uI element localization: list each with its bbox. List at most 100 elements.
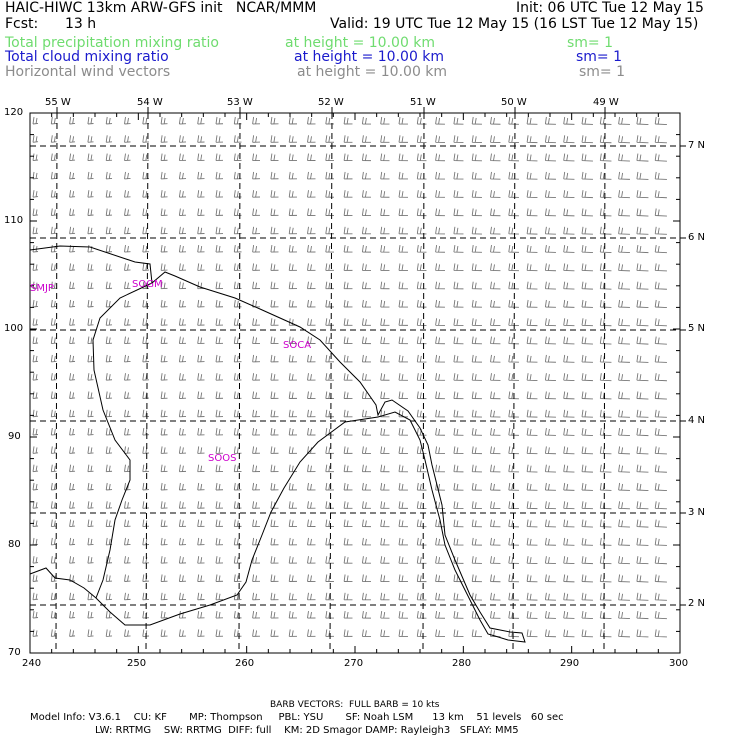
wind-barb xyxy=(636,629,649,638)
wind-barb xyxy=(599,611,612,620)
wind-barb xyxy=(361,116,371,125)
wind-barb xyxy=(105,190,113,198)
wind-barb xyxy=(252,464,261,473)
wind-barb xyxy=(124,409,131,418)
wind-barb xyxy=(87,245,94,253)
wind-barb xyxy=(618,611,630,620)
wind-barb xyxy=(87,629,94,637)
wind-barb xyxy=(343,354,353,363)
wind-barb xyxy=(471,428,482,436)
wind-barb xyxy=(87,208,94,216)
wind-barb xyxy=(398,611,408,619)
wind-barb xyxy=(636,336,649,345)
wind-barb xyxy=(215,116,224,125)
wind-barb xyxy=(416,501,427,509)
wind-barb xyxy=(471,519,482,528)
wind-barb xyxy=(69,171,76,180)
wind-barb xyxy=(599,373,612,382)
wind-barb xyxy=(288,135,297,143)
wind-barb xyxy=(453,373,464,381)
wind-barb xyxy=(215,556,224,564)
wind-barb xyxy=(636,116,649,125)
wind-barb xyxy=(69,336,76,345)
wind-barb xyxy=(435,611,445,619)
wind-barb xyxy=(215,263,224,271)
wind-barb xyxy=(508,464,519,473)
wind-barb xyxy=(343,153,353,162)
wind-barb xyxy=(87,537,94,546)
wind-barb xyxy=(197,263,205,271)
wind-barb xyxy=(343,116,353,125)
wind-barb xyxy=(178,153,187,162)
wind-barb xyxy=(654,208,667,217)
meridian-line xyxy=(55,112,58,654)
wind-barb xyxy=(508,135,519,144)
wind-barb xyxy=(270,171,279,180)
wind-barb xyxy=(160,574,168,582)
wind-barb xyxy=(416,354,427,363)
wind-barb xyxy=(178,537,187,546)
wind-barb xyxy=(544,574,556,583)
wind-barb xyxy=(636,135,649,144)
wind-barb xyxy=(526,556,538,564)
wind-barb xyxy=(69,611,76,619)
lon-label-52w: 52 W xyxy=(318,97,344,108)
wind-barb xyxy=(508,482,519,491)
wind-barb xyxy=(526,171,538,180)
meridian-line xyxy=(145,112,149,654)
wind-barb xyxy=(32,190,39,198)
wind-barb xyxy=(215,537,224,546)
wind-barb xyxy=(544,592,556,601)
wind-barb xyxy=(398,354,408,363)
wind-barb xyxy=(69,446,76,454)
wind-barb xyxy=(178,190,187,198)
wind-barb xyxy=(178,263,187,271)
wind-barb xyxy=(215,318,224,326)
wind-barb xyxy=(325,336,334,345)
wind-barb xyxy=(636,428,649,437)
wind-barb xyxy=(252,336,261,345)
wind-barb xyxy=(453,537,464,546)
wind-barb xyxy=(544,116,556,125)
wind-barb xyxy=(636,171,649,180)
wind-barb xyxy=(197,116,205,125)
wind-barb xyxy=(435,519,445,528)
wind-barb xyxy=(581,629,593,638)
wind-barb xyxy=(343,226,353,235)
wind-barb xyxy=(581,263,593,272)
wind-barb xyxy=(87,391,94,399)
wind-barb xyxy=(526,354,538,363)
wind-barb xyxy=(32,428,39,436)
wind-barb xyxy=(416,446,427,454)
wind-barb xyxy=(215,592,224,601)
wind-barb xyxy=(160,190,168,198)
wind-barb xyxy=(325,446,334,454)
wind-barb xyxy=(87,556,94,564)
wind-barb xyxy=(124,318,131,326)
forecast-hour: 13 h xyxy=(65,16,97,32)
wind-barb xyxy=(325,318,334,326)
wind-barb xyxy=(252,116,261,125)
wind-barb xyxy=(361,208,371,216)
wind-barb xyxy=(215,464,224,473)
wind-barb xyxy=(599,135,612,144)
wind-barb xyxy=(618,153,630,162)
wind-barb xyxy=(380,519,390,528)
wind-barb xyxy=(270,318,279,326)
wind-barb xyxy=(599,226,612,235)
wind-barb xyxy=(380,245,390,253)
wind-barb xyxy=(380,556,390,564)
wind-barb xyxy=(599,482,612,491)
wind-barb xyxy=(288,464,297,473)
wind-barb xyxy=(654,153,667,162)
wind-barb xyxy=(105,336,113,345)
wind-barb xyxy=(307,519,316,528)
wind-barb xyxy=(50,299,57,308)
wind-barb xyxy=(380,611,390,619)
wind-barb xyxy=(361,373,371,381)
wind-barb xyxy=(453,171,464,180)
wind-barb xyxy=(343,190,353,198)
wind-barb xyxy=(178,171,187,180)
wind-barb xyxy=(32,629,39,637)
wind-barb xyxy=(32,373,39,381)
